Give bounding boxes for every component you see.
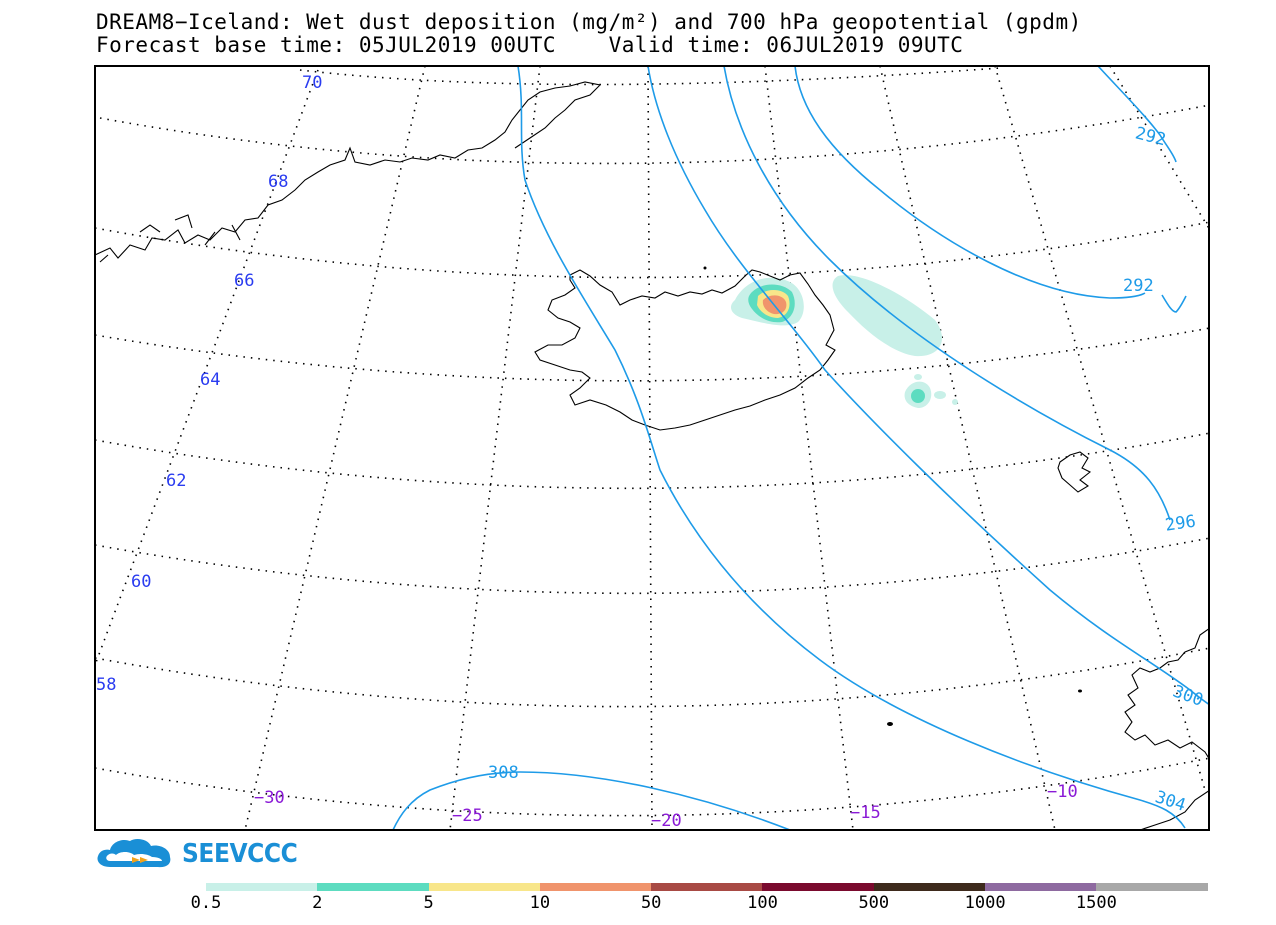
contour-label-308: 308 [488,763,519,783]
color-legend-label: 2 [312,893,323,913]
color-legend-swatch [539,883,652,891]
coastline-scotland [1124,628,1209,760]
meridian-m35 [95,69,319,666]
dust-area-southeast-2 [911,389,925,403]
coastline-iceland [534,269,836,431]
contour-300 [647,66,1209,706]
parallel-56 [95,757,1209,817]
lon-label-m30: −30 [254,788,285,808]
longitude-gridlines [95,66,1209,830]
color-legend-swatch [206,883,318,891]
contour-label-304: 304 [1153,787,1188,816]
lat-label-68: 68 [268,172,288,192]
color-legend-label: 0.5 [190,893,222,913]
lon-label-m10: −10 [1047,782,1078,802]
lon-label-m15: −15 [850,803,881,823]
color-legend-label: 500 [858,893,890,913]
meridian-m25 [449,66,541,830]
dust-area-southeast-small [934,391,946,399]
small-islands [703,266,1082,726]
cloud-logo-icon [97,838,171,868]
coastline-greenland [95,81,602,259]
color-legend-swatch [1096,883,1208,891]
lat-label-66: 66 [234,271,254,291]
parallel-60 [95,537,1209,595]
color-legend-swatch [985,883,1097,891]
dust-area-southeast-dot2 [914,374,922,380]
color-legend-swatch [317,883,429,891]
lat-label-64: 64 [200,370,220,390]
parallel-64 [95,327,1209,382]
color-legend-swatch [762,883,874,891]
contour-292-hook [1161,294,1187,313]
color-legend-label: 5 [423,893,434,913]
color-legend-bar [206,883,1208,891]
lon-label-m20: −20 [651,811,682,831]
lat-label-62: 62 [166,471,186,491]
contour-label-292-mid: 292 [1123,276,1154,296]
lat-label-60: 60 [131,572,151,592]
parallel-58 [95,647,1209,708]
color-legend-label: 50 [640,893,662,913]
logo-text: SEEVCCC [182,839,298,869]
contour-296 [723,66,1171,521]
seevccc-logo: SEEVCCC [96,836,310,872]
parallel-68 [99,104,1209,165]
color-legend-label: 1500 [1075,893,1117,913]
color-legend-swatch [873,883,986,891]
contour-label-292-east: 292 [1133,123,1168,150]
meridian-m15 [764,66,854,830]
map-frame [94,65,1210,831]
color-legend-swatch [428,883,540,891]
meridian-m5 [994,66,1206,791]
coastline-scotland-south [1139,790,1209,830]
contour-304 [517,66,1186,829]
contour-308 [392,771,791,830]
latitude-gridlines [95,67,1209,817]
map-title: DREAM8−Iceland: Wet dust deposition (mg/… [96,10,1082,34]
geopotential-contours [392,66,1209,830]
contour-292-mid [794,66,1146,299]
latitude-labels: 70 68 66 64 62 60 58 [96,73,322,695]
dust-deposition-shading [730,275,958,408]
coastline-faroe [1057,451,1092,493]
longitude-labels: −30 −25 −20 −15 −10 [254,782,1078,831]
meridian-m20 [647,66,653,830]
meridian-m10 [879,66,1056,830]
color-legend-swatch [651,883,763,891]
lat-label-58: 58 [96,675,116,695]
color-legend-label: 1000 [964,893,1006,913]
coastline-greenland-inlets [99,214,241,263]
map-subtitle: Forecast base time: 05JUL2019 00UTC Vali… [96,33,964,57]
parallel-62 [95,432,1209,490]
lat-label-70: 70 [302,73,322,93]
dust-area-southeast-dot [952,399,958,405]
map-content [95,66,1209,830]
contour-label-300: 300 [1170,682,1206,711]
dust-area-east-plume [832,275,943,357]
parallel-66 [95,221,1209,279]
coastlines [95,81,1209,830]
color-legend-label: 100 [747,893,778,913]
color-legend-label: 10 [529,893,551,913]
contour-label-296: 296 [1164,512,1197,536]
contour-292-east [1097,66,1177,163]
contour-value-labels: 292 292 296 308 304 300 [488,123,1206,815]
lon-label-m25: −25 [452,806,483,826]
